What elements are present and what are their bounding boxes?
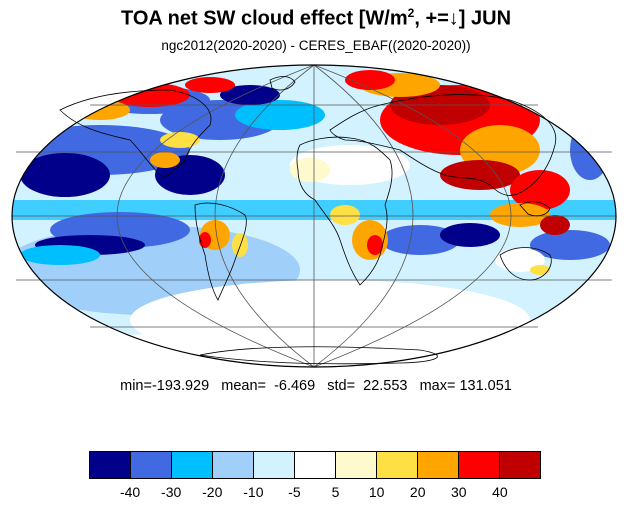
coastlines (59, 76, 557, 365)
graticule-lines (12, 64, 616, 368)
colorbar-box (295, 452, 336, 478)
cloud-effect-field (12, 65, 616, 367)
plot-title: TOA net SW cloud effect [W/m2, +=↓] JUN (0, 6, 632, 31)
plot-subtitle: ngc2012(2020-2020) - CERES_EBAF((2020-20… (161, 38, 471, 53)
colorbar-tick-label: 30 (451, 484, 467, 500)
title-main: TOA net SW cloud effect [W/m (120, 7, 408, 30)
colorbar-tick-label: -10 (243, 484, 264, 500)
colorbar-box (418, 452, 459, 478)
globe-outline (11, 64, 617, 368)
colorbar-tick-label: 5 (331, 484, 340, 500)
colorbar-box (90, 452, 131, 478)
colorbar-box (377, 452, 418, 478)
colorbar-box (459, 452, 500, 478)
colorbar-box (336, 452, 377, 478)
colorbar-tick-label: 20 (409, 484, 426, 500)
colorbar-box (213, 452, 254, 478)
colorbar-box (254, 452, 295, 478)
title-superscript: 2 (407, 6, 415, 20)
colorbar-tick-label: -40 (119, 484, 141, 500)
colorbar-tick-label: 40 (492, 484, 508, 500)
colorbar-box (500, 452, 540, 478)
colorbar-tick-label: -5 (288, 484, 301, 500)
colorbar-tick-label: -30 (161, 484, 182, 500)
colorbar-tick-label: 10 (368, 484, 385, 500)
colorbar (89, 451, 541, 479)
colorbar-box (131, 452, 172, 478)
statistics-line: min=-193.929 mean= -6.469 std= 22.553 ma… (120, 378, 512, 394)
colorbar-box (172, 452, 213, 478)
colorbar-tick-label: -20 (202, 484, 223, 500)
title-tail: , +=↓] JUN (414, 7, 512, 30)
